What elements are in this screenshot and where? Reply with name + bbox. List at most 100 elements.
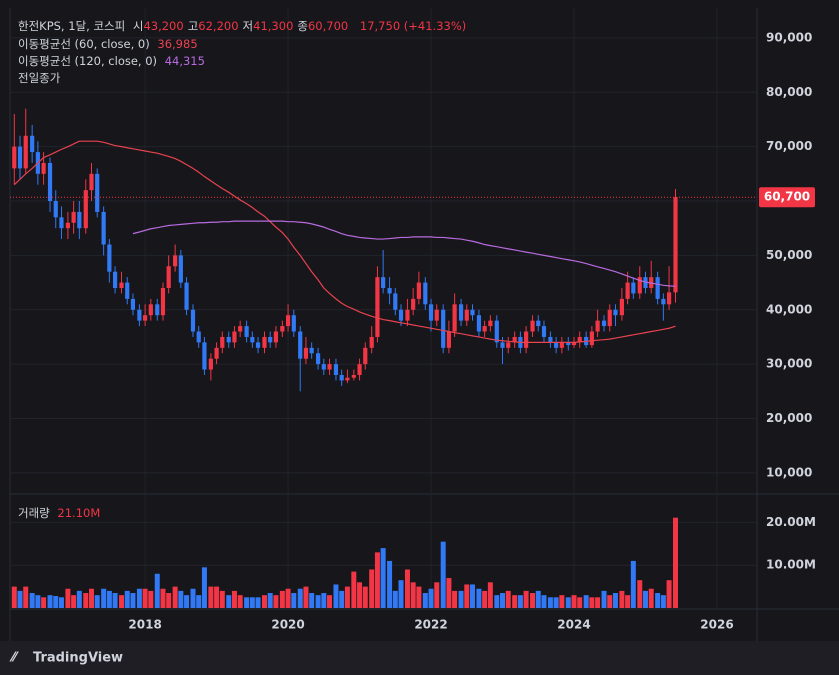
candle-body bbox=[345, 377, 350, 381]
volume-bar bbox=[398, 580, 404, 608]
volume-bar bbox=[273, 595, 279, 608]
volume-bar bbox=[595, 597, 601, 608]
chart-bg bbox=[0, 0, 839, 641]
y-tick-label: 30,000 bbox=[766, 357, 812, 371]
volume-bar bbox=[244, 597, 250, 608]
volume-bar bbox=[83, 593, 89, 608]
volume-bar bbox=[166, 593, 172, 608]
volume-bar bbox=[35, 595, 41, 608]
candle-body bbox=[381, 277, 386, 289]
volume-bar bbox=[428, 588, 434, 608]
candle-body bbox=[12, 146, 17, 169]
volume-bar bbox=[482, 590, 488, 608]
volume-bar bbox=[410, 582, 416, 608]
ohlc-label: 시 bbox=[132, 19, 144, 33]
candle-body bbox=[375, 277, 380, 337]
candle-body bbox=[232, 331, 237, 343]
candle-body bbox=[589, 331, 594, 346]
volume-bar bbox=[219, 590, 225, 608]
volume-bar bbox=[41, 597, 47, 608]
candle-body bbox=[160, 288, 166, 316]
volume-bar bbox=[452, 590, 458, 608]
candle-body bbox=[476, 315, 482, 332]
volume-bar bbox=[494, 595, 500, 608]
volume-bar bbox=[106, 590, 112, 608]
volume-bar bbox=[130, 593, 136, 608]
volume-bar bbox=[553, 597, 559, 608]
candle-body bbox=[369, 336, 374, 348]
candle-body bbox=[441, 309, 446, 348]
volume-bar bbox=[279, 590, 285, 608]
candle-body bbox=[613, 309, 618, 316]
candle-body bbox=[524, 331, 529, 348]
candle-body bbox=[661, 298, 666, 305]
title: 한전KPS, 1달, 코스피 bbox=[18, 19, 126, 33]
candle-body bbox=[577, 336, 582, 343]
candle-body bbox=[548, 336, 553, 343]
volume-bar bbox=[208, 586, 214, 608]
volume-bar bbox=[327, 595, 333, 608]
volume-bar bbox=[541, 595, 547, 608]
volume-bar bbox=[136, 588, 142, 608]
volume-bar bbox=[523, 590, 529, 608]
volume-bar bbox=[648, 588, 654, 608]
candle-body bbox=[125, 282, 130, 299]
volume-bar bbox=[261, 595, 267, 608]
volume-bar bbox=[589, 597, 595, 608]
candle-body bbox=[637, 277, 642, 294]
volume-bar bbox=[577, 597, 583, 608]
volume-bar bbox=[422, 593, 428, 608]
candle-body bbox=[280, 326, 285, 332]
volume-bar bbox=[76, 590, 82, 608]
x-tick-label: 2026 bbox=[700, 618, 733, 632]
volume-bar bbox=[440, 541, 446, 608]
volume-bar bbox=[500, 593, 506, 608]
candle-body bbox=[173, 255, 178, 267]
candle-body bbox=[112, 271, 118, 289]
candle-body bbox=[41, 162, 46, 174]
candle-body bbox=[196, 331, 201, 343]
volume-bar bbox=[88, 588, 94, 608]
volume-bar bbox=[29, 593, 35, 608]
volume-bar bbox=[469, 584, 475, 608]
volume-bar bbox=[583, 595, 589, 608]
candle-body bbox=[166, 266, 171, 289]
ohlc-value: 60,700 bbox=[307, 19, 349, 33]
candle-body bbox=[673, 197, 678, 293]
candle-body bbox=[500, 342, 505, 348]
candle-body bbox=[566, 342, 571, 346]
volume-bar bbox=[458, 590, 464, 608]
volume-bar bbox=[487, 582, 493, 608]
volume-bar bbox=[112, 593, 118, 608]
volume-bar bbox=[101, 588, 107, 608]
volume-bar bbox=[464, 584, 470, 608]
volume-bar bbox=[71, 595, 77, 608]
volume-bar bbox=[255, 597, 261, 608]
volume-bar bbox=[333, 584, 339, 608]
legend-ma120: 이동평균선 (120, close, 0) 44,315 bbox=[18, 53, 209, 69]
volume-bar bbox=[344, 586, 350, 608]
volume-bar bbox=[237, 595, 243, 608]
candle-body bbox=[625, 282, 630, 299]
labels: 2018 2020 2022 2024 2026 10,000 20,000 30,000 40… bbox=[128, 30, 816, 631]
candle-body bbox=[488, 320, 493, 327]
candle-body bbox=[250, 336, 255, 343]
volume-bar bbox=[297, 588, 303, 608]
volume-bar bbox=[619, 590, 625, 608]
candle-body bbox=[89, 173, 94, 191]
candle-body bbox=[512, 336, 517, 343]
volume-bar bbox=[172, 586, 178, 608]
volume-bar bbox=[530, 593, 536, 608]
volume-bar bbox=[517, 595, 523, 608]
candle-body bbox=[631, 282, 636, 294]
candle-body bbox=[65, 222, 71, 229]
volume-bar bbox=[124, 590, 130, 608]
candle-body bbox=[107, 244, 112, 272]
candle-body bbox=[101, 211, 106, 245]
candle-body bbox=[363, 347, 368, 365]
volume-bar bbox=[362, 586, 368, 608]
volume-bar bbox=[666, 580, 672, 608]
candle-body bbox=[398, 309, 404, 321]
volume-bar bbox=[196, 595, 202, 608]
candle-body bbox=[226, 336, 231, 343]
